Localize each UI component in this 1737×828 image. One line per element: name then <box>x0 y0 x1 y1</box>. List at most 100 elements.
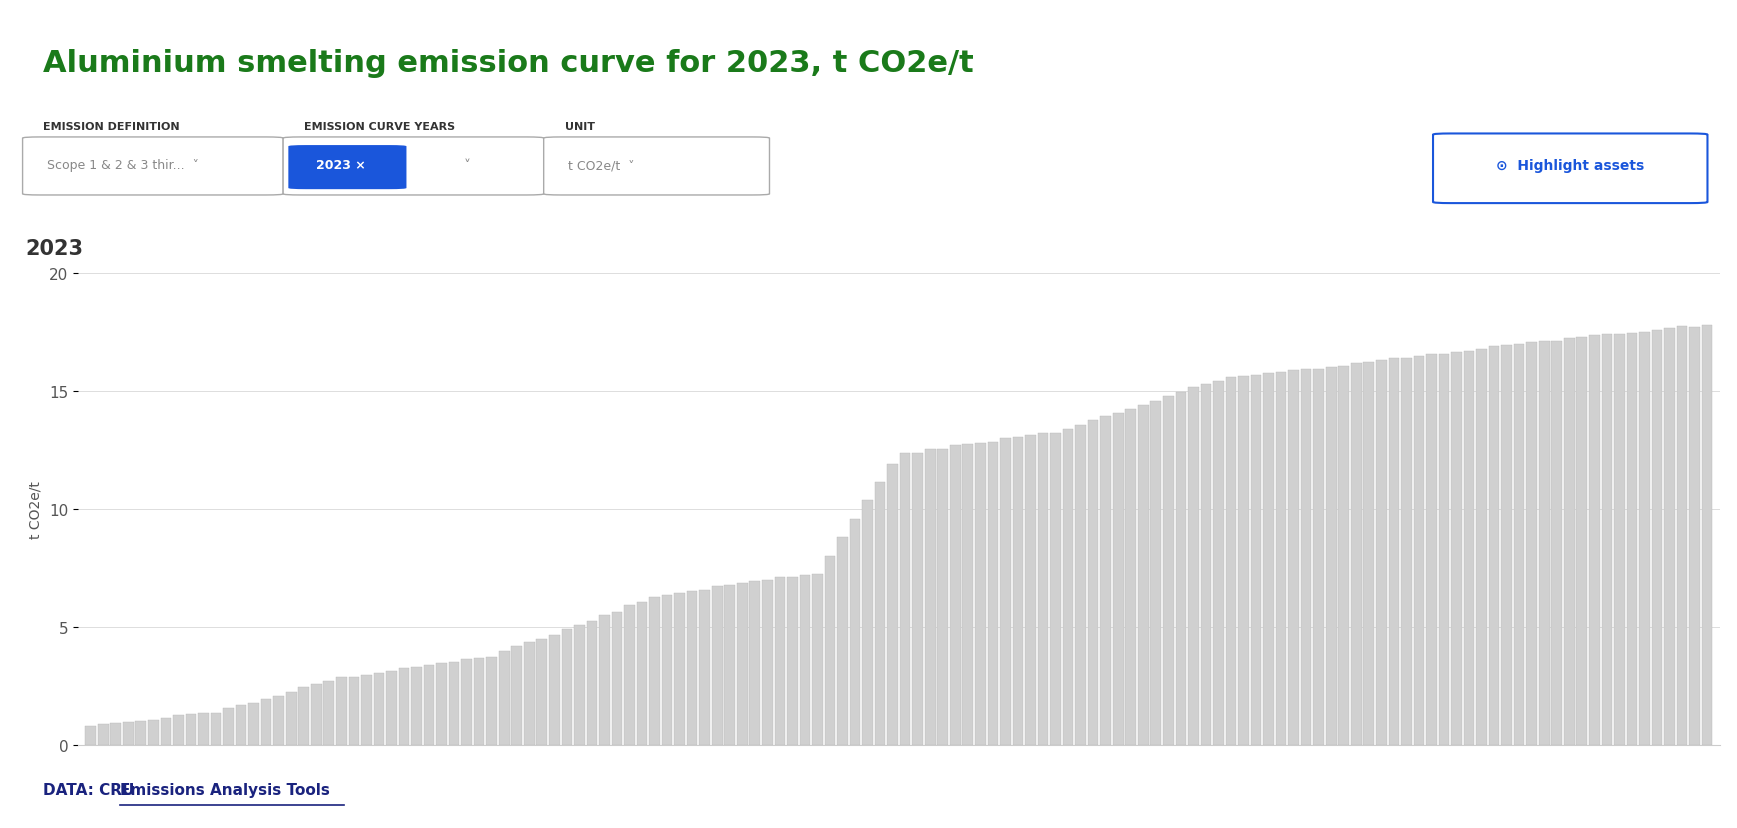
Bar <box>1289 371 1299 745</box>
Bar <box>787 578 797 745</box>
Bar <box>135 721 146 745</box>
Bar <box>549 635 559 745</box>
Bar <box>412 667 422 745</box>
Bar <box>1589 336 1600 745</box>
Bar <box>1301 370 1311 745</box>
Text: ⊙  Highlight assets: ⊙ Highlight assets <box>1496 159 1645 172</box>
Bar <box>123 722 134 745</box>
Bar <box>361 675 372 745</box>
Bar <box>1577 338 1588 745</box>
Bar <box>111 723 122 745</box>
Bar <box>273 696 283 745</box>
Bar <box>736 583 747 745</box>
Bar <box>637 602 648 745</box>
Bar <box>1388 359 1400 745</box>
Bar <box>210 713 221 745</box>
FancyBboxPatch shape <box>288 146 406 190</box>
Bar <box>448 662 459 745</box>
Bar <box>1501 345 1511 745</box>
Bar <box>1126 410 1136 745</box>
Bar <box>862 500 874 745</box>
Bar <box>1626 334 1638 745</box>
Bar <box>974 444 985 745</box>
Bar <box>662 595 672 745</box>
Bar <box>1025 436 1035 745</box>
Bar <box>424 665 434 745</box>
Bar <box>1238 377 1249 745</box>
Bar <box>261 700 271 745</box>
Text: Scope 1 & 2 & 3 thir...  ˅: Scope 1 & 2 & 3 thir... ˅ <box>47 159 198 172</box>
Bar <box>1200 385 1211 745</box>
Bar <box>511 647 523 745</box>
Bar <box>1075 426 1086 745</box>
Bar <box>1001 439 1011 745</box>
Text: UNIT: UNIT <box>565 122 594 132</box>
Bar <box>299 688 309 745</box>
Bar <box>573 625 585 745</box>
Bar <box>1676 327 1687 745</box>
Bar <box>1414 357 1424 745</box>
Text: 2023: 2023 <box>24 238 83 258</box>
Bar <box>962 445 973 745</box>
Bar <box>1450 353 1463 745</box>
Bar <box>1212 382 1225 745</box>
Bar <box>1563 339 1575 745</box>
Bar <box>775 577 785 745</box>
Bar <box>1251 375 1261 745</box>
Bar <box>813 574 823 745</box>
Bar <box>749 581 761 745</box>
Bar <box>499 651 509 745</box>
Bar <box>1226 378 1237 745</box>
Text: Emissions Analysis Tools: Emissions Analysis Tools <box>120 782 330 797</box>
Bar <box>624 605 634 745</box>
FancyBboxPatch shape <box>23 137 283 195</box>
Bar <box>1690 328 1701 745</box>
Bar <box>1364 363 1374 745</box>
Bar <box>1551 341 1562 745</box>
Bar <box>287 692 297 745</box>
Bar <box>888 465 898 745</box>
Bar <box>323 681 334 745</box>
Bar <box>825 556 835 745</box>
Text: 2023 ×: 2023 × <box>316 159 367 172</box>
Bar <box>1325 368 1336 745</box>
Y-axis label: t CO2e/t: t CO2e/t <box>28 480 42 538</box>
Text: ˅: ˅ <box>464 159 471 172</box>
Bar <box>386 671 396 745</box>
Bar <box>1426 354 1436 745</box>
Bar <box>700 590 710 745</box>
Bar <box>1339 366 1350 745</box>
Bar <box>674 593 684 745</box>
Text: EMISSION CURVE YEARS: EMISSION CURVE YEARS <box>304 122 455 132</box>
Bar <box>1402 359 1412 745</box>
Bar <box>1150 402 1160 745</box>
Bar <box>1351 363 1362 745</box>
Bar <box>1376 361 1386 745</box>
Bar <box>587 621 598 745</box>
Bar <box>599 615 610 745</box>
Bar <box>174 715 184 745</box>
Bar <box>1013 437 1023 745</box>
Bar <box>1263 373 1273 745</box>
Bar <box>1063 429 1073 745</box>
Bar <box>650 597 660 745</box>
Bar <box>85 727 96 745</box>
FancyBboxPatch shape <box>544 137 769 195</box>
Bar <box>950 445 961 745</box>
Bar <box>849 519 860 745</box>
Bar <box>763 580 773 745</box>
Bar <box>712 586 723 745</box>
Bar <box>373 673 384 745</box>
Bar <box>222 709 234 745</box>
FancyBboxPatch shape <box>1433 134 1707 204</box>
Bar <box>799 575 809 745</box>
Bar <box>938 450 948 745</box>
Bar <box>537 639 547 745</box>
Bar <box>1113 413 1124 745</box>
Bar <box>311 684 321 745</box>
Bar <box>186 715 196 745</box>
Bar <box>875 483 886 745</box>
Bar <box>1664 328 1674 745</box>
Bar <box>436 663 446 745</box>
Bar <box>1640 332 1650 745</box>
